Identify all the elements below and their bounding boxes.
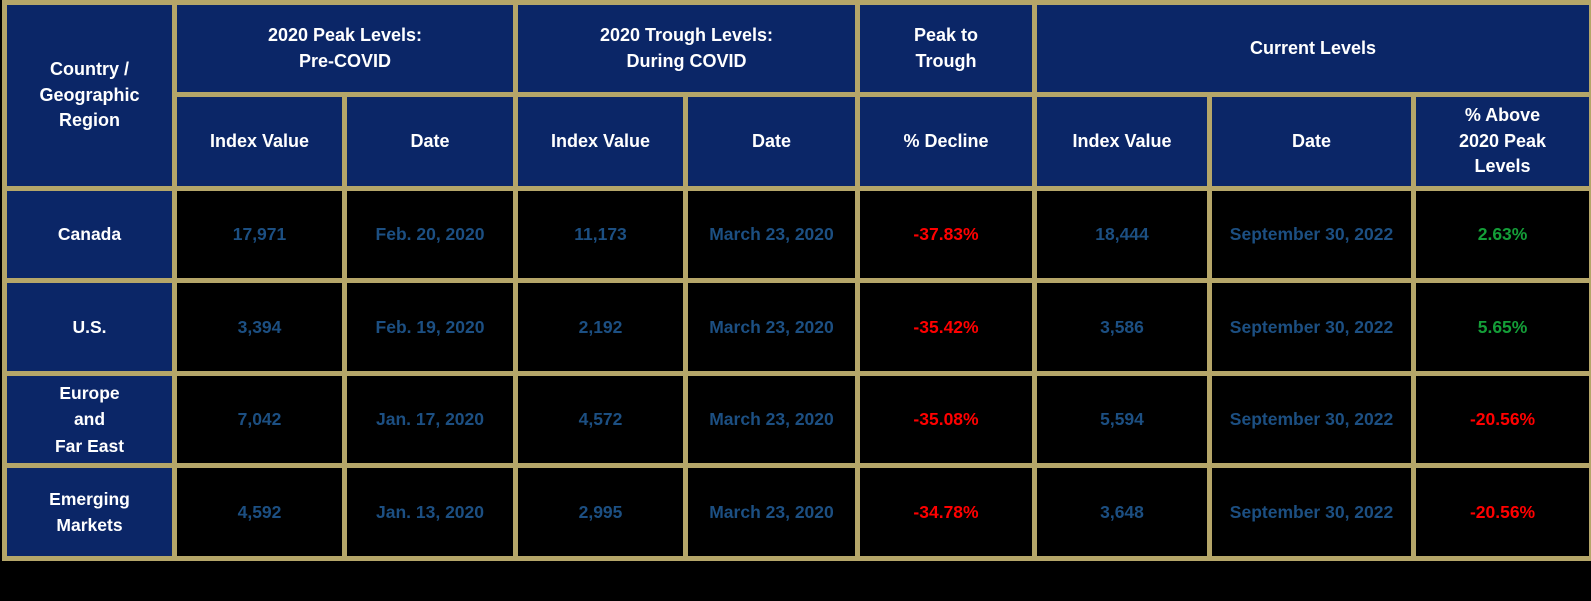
peak-index-cell: 7,042	[172, 371, 347, 468]
current-date-cell: September 30, 2022	[1207, 186, 1417, 283]
subheader-current-index-value: Index Value	[1032, 92, 1213, 191]
subheader-percent-above-peak: % Above 2020 Peak Levels	[1411, 92, 1591, 191]
peak-index-cell: 4,592	[172, 463, 347, 561]
header-peak-to-trough: Peak to Trough	[855, 0, 1038, 97]
trough-date-cell: March 23, 2020	[682, 371, 861, 468]
table-row-emerging-markets: Emerging Markets 4,592 Jan. 13, 2020 2,9…	[2, 463, 1591, 561]
peak-index-cell: 3,394	[172, 278, 347, 376]
decline-cell: -37.83%	[855, 186, 1038, 283]
table-row-canada: Canada 17,971 Feb. 20, 2020 11,173 March…	[2, 186, 1591, 283]
current-index-cell: 18,444	[1032, 186, 1213, 283]
region-cell: Europe and Far East	[2, 371, 177, 468]
subheader-peak-index-value: Index Value	[172, 92, 347, 191]
subheader-row: Index Value Date Index Value Date % Decl…	[5, 92, 1591, 191]
subheader-peak-date: Date	[342, 92, 518, 191]
region-cell: U.S.	[2, 278, 177, 376]
pct-above-peak-cell: 5.65%	[1411, 278, 1591, 376]
current-index-cell: 3,648	[1032, 463, 1213, 561]
region-cell: Emerging Markets	[2, 463, 177, 561]
header-group-row: Country / Geographic Region 2020 Peak Le…	[2, 0, 1591, 191]
header-current-levels: Current Levels	[1032, 0, 1591, 97]
decline-cell: -34.78%	[855, 463, 1038, 561]
subheader-trough-date: Date	[682, 92, 861, 191]
subheader-percent-decline: % Decline	[855, 92, 1038, 191]
pct-above-peak-cell: 2.63%	[1411, 186, 1591, 283]
header-2020-peak-levels: 2020 Peak Levels: Pre-COVID	[172, 0, 518, 97]
decline-cell: -35.42%	[855, 278, 1038, 376]
pct-above-peak-cell: -20.56%	[1411, 371, 1591, 468]
subheader-current-date: Date	[1207, 92, 1417, 191]
peak-date-cell: Feb. 20, 2020	[342, 186, 518, 283]
trough-index-cell: 11,173	[513, 186, 688, 283]
peak-date-cell: Jan. 17, 2020	[342, 371, 518, 468]
decline-cell: -35.08%	[855, 371, 1038, 468]
peak-index-cell: 17,971	[172, 186, 347, 283]
header-2020-trough-levels: 2020 Trough Levels: During COVID	[512, 0, 861, 97]
table-row-europe-far-east: Europe and Far East 7,042 Jan. 17, 2020 …	[2, 371, 1591, 468]
trough-index-cell: 2,995	[513, 463, 688, 561]
current-date-cell: September 30, 2022	[1207, 371, 1417, 468]
peak-date-cell: Jan. 13, 2020	[342, 463, 518, 561]
trough-date-cell: March 23, 2020	[682, 186, 861, 283]
peak-date-cell: Feb. 19, 2020	[342, 278, 518, 376]
region-cell: Canada	[2, 186, 177, 283]
trough-index-cell: 2,192	[513, 278, 688, 376]
subheader-trough-index-value: Index Value	[513, 92, 688, 191]
market-index-levels-table: Country / Geographic Region 2020 Peak Le…	[2, 0, 1591, 561]
trough-date-cell: March 23, 2020	[682, 463, 861, 561]
header-country-geographic-region: Country / Geographic Region	[2, 0, 177, 191]
current-index-cell: 3,586	[1032, 278, 1213, 376]
table-row-us: U.S. 3,394 Feb. 19, 2020 2,192 March 23,…	[2, 278, 1591, 376]
trough-date-cell: March 23, 2020	[682, 278, 861, 376]
current-index-cell: 5,594	[1032, 371, 1213, 468]
current-date-cell: September 30, 2022	[1207, 278, 1417, 376]
pct-above-peak-cell: -20.56%	[1411, 463, 1591, 561]
trough-index-cell: 4,572	[513, 371, 688, 468]
current-date-cell: September 30, 2022	[1207, 463, 1417, 561]
